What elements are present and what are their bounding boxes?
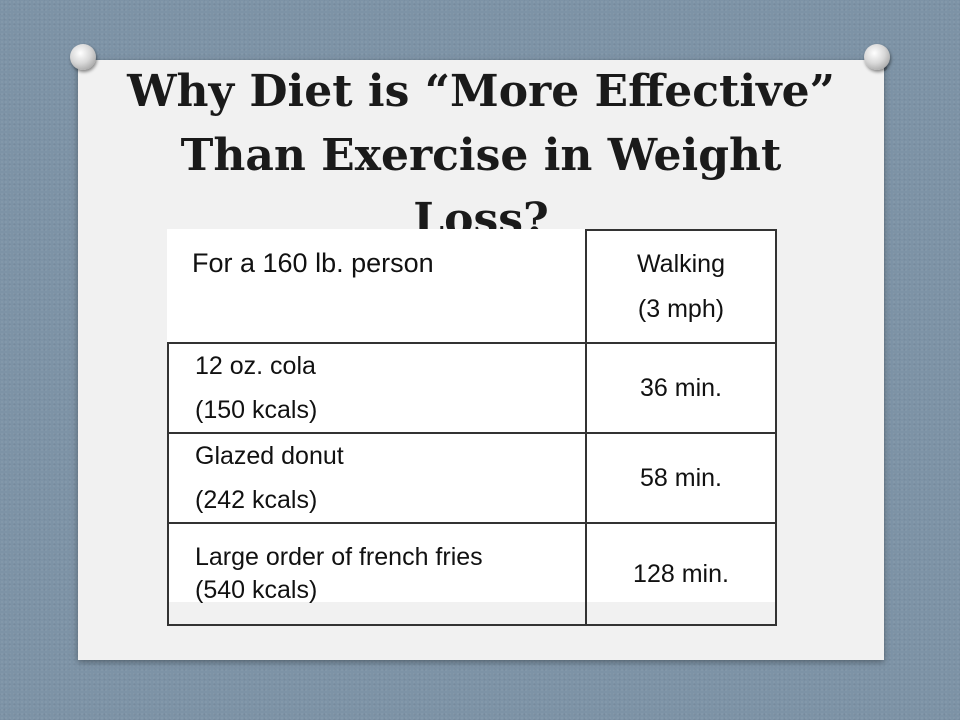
pushpin-icon xyxy=(864,44,890,70)
column-header-line: Walking xyxy=(637,249,725,278)
food-name: Glazed donut xyxy=(195,442,344,470)
walking-time-cell: 58 min. xyxy=(585,432,777,524)
food-kcals: (150 kcals) xyxy=(195,396,318,424)
food-cell: 12 oz. cola (150 kcals) xyxy=(167,342,587,434)
table-row: 12 oz. cola (150 kcals) 36 min. xyxy=(167,342,777,434)
calorie-table: For a 160 lb. person Walking (3 mph) 12 … xyxy=(167,229,777,626)
table-row: Large order of french fries (540 kcals) … xyxy=(167,522,777,626)
table-header-row: For a 160 lb. person Walking (3 mph) xyxy=(168,229,777,344)
food-kcals: (540 kcals) xyxy=(195,576,318,604)
column-header-line: (3 mph) xyxy=(637,294,725,323)
column-header-walking: Walking (3 mph) xyxy=(585,229,777,344)
food-name: 12 oz. cola xyxy=(195,352,316,380)
slide-title: Why Diet is “More Effective” Than Exerci… xyxy=(127,66,835,245)
food-cell: Large order of french fries (540 kcals) xyxy=(167,522,587,626)
walking-time-cell: 36 min. xyxy=(585,342,777,434)
food-name: Large order of french fries xyxy=(195,543,483,571)
pushpin-icon xyxy=(70,44,96,70)
food-cell: Glazed donut (242 kcals) xyxy=(167,432,587,524)
walking-time-cell: 128 min. xyxy=(585,522,777,626)
calorie-table-image: For a 160 lb. person Walking (3 mph) 12 … xyxy=(167,229,777,626)
table-row: Glazed donut (242 kcals) 58 min. xyxy=(167,432,777,524)
table-corner-label: For a 160 lb. person xyxy=(192,248,434,278)
food-kcals: (242 kcals) xyxy=(195,486,318,514)
